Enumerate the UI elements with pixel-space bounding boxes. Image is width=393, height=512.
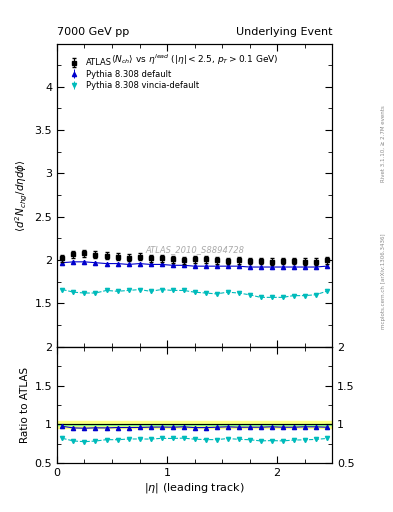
Text: Rivet 3.1.10, ≥ 2.7M events: Rivet 3.1.10, ≥ 2.7M events — [381, 105, 386, 182]
Text: 7000 GeV pp: 7000 GeV pp — [57, 27, 129, 37]
X-axis label: $|\eta|$ (leading track): $|\eta|$ (leading track) — [144, 481, 245, 495]
Y-axis label: $\langle d^2 N_{chg}/d\eta d\phi\rangle$: $\langle d^2 N_{chg}/d\eta d\phi\rangle$ — [14, 159, 30, 231]
Legend: ATLAS, Pythia 8.308 default, Pythia 8.308 vincia-default: ATLAS, Pythia 8.308 default, Pythia 8.30… — [64, 57, 200, 91]
Text: $\langle N_{ch}\rangle$ vs $\eta^{lead}$ ($|\eta| < 2.5$, $p_T > 0.1$ GeV): $\langle N_{ch}\rangle$ vs $\eta^{lead}$… — [111, 53, 278, 67]
Text: Underlying Event: Underlying Event — [235, 27, 332, 37]
Y-axis label: Ratio to ATLAS: Ratio to ATLAS — [20, 367, 30, 443]
Text: mcplots.cern.ch [arXiv:1306.3436]: mcplots.cern.ch [arXiv:1306.3436] — [381, 234, 386, 329]
Text: ATLAS_2010_S8894728: ATLAS_2010_S8894728 — [145, 245, 244, 254]
